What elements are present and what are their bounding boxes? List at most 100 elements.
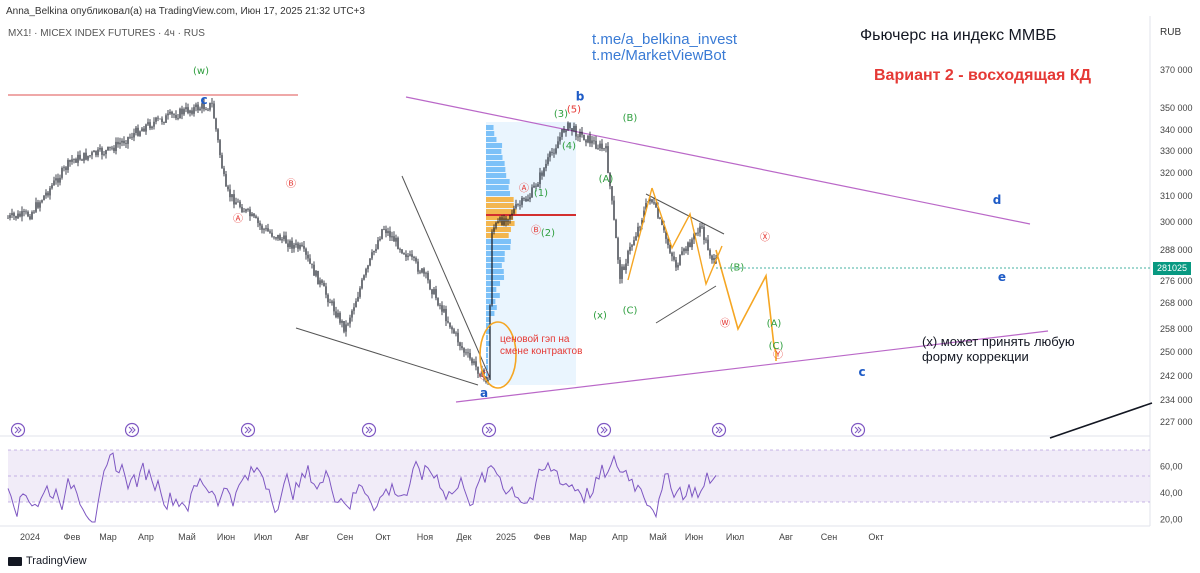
candle-body bbox=[69, 160, 71, 162]
candle-body bbox=[389, 231, 391, 238]
candle-body bbox=[193, 107, 195, 114]
candle-body bbox=[171, 111, 173, 115]
volume-profile-bar bbox=[486, 287, 497, 292]
candle-body bbox=[251, 213, 253, 217]
candle-body bbox=[7, 217, 9, 219]
tradingview-logo[interactable]: TradingView bbox=[8, 555, 87, 567]
wedge-upper-line bbox=[401, 175, 491, 379]
candle-body bbox=[227, 186, 229, 190]
candle-body bbox=[33, 211, 35, 213]
candle-body bbox=[665, 230, 667, 239]
candle-body bbox=[331, 301, 333, 304]
candle-body bbox=[411, 254, 413, 257]
candle-body bbox=[563, 129, 565, 133]
candle-body bbox=[471, 358, 473, 364]
candle-body bbox=[11, 213, 13, 216]
wave-label: (B) bbox=[623, 113, 638, 124]
candle-body bbox=[149, 122, 151, 129]
price-axis-panel[interactable] bbox=[1150, 16, 1200, 556]
candle-body bbox=[593, 140, 595, 142]
candle-body bbox=[175, 115, 177, 119]
candle-body bbox=[499, 217, 501, 222]
candle-body bbox=[137, 127, 139, 136]
candle-body bbox=[167, 113, 169, 116]
candle-body bbox=[101, 148, 103, 155]
cycle-markers[interactable] bbox=[10, 422, 866, 438]
price-tick-label: 268 000 bbox=[1160, 298, 1193, 308]
candle-body bbox=[381, 229, 383, 239]
candle-body bbox=[669, 245, 671, 253]
candle-body bbox=[71, 159, 73, 162]
candle-body bbox=[611, 186, 613, 201]
candle-body bbox=[157, 117, 159, 119]
candle-body bbox=[201, 103, 203, 109]
currency-label[interactable]: RUB bbox=[1160, 27, 1182, 38]
candle-body bbox=[625, 263, 627, 270]
candle-body bbox=[507, 219, 509, 222]
wave-label: (A) bbox=[767, 318, 782, 329]
telegram-link-2[interactable]: t.me/MarketViewBot bbox=[592, 47, 726, 64]
candle-body bbox=[313, 264, 315, 276]
volume-profile-bar bbox=[486, 275, 505, 280]
candle-body bbox=[645, 202, 647, 211]
volume-profile-bar bbox=[486, 239, 511, 244]
candle-body bbox=[711, 255, 713, 261]
symbol-line[interactable]: MX1! · MICEX INDEX FUTURES · 4ч · RUS bbox=[8, 28, 205, 39]
candle-body bbox=[385, 229, 387, 234]
volume-profile-bar bbox=[486, 131, 495, 136]
candle-body bbox=[27, 211, 29, 217]
candle-body bbox=[107, 146, 109, 151]
candle-body bbox=[467, 352, 469, 354]
price-tick-label: 310 000 bbox=[1160, 191, 1193, 201]
volume-profile-bar bbox=[486, 365, 488, 370]
candle-body bbox=[329, 302, 331, 304]
candle-body bbox=[585, 140, 587, 143]
candle-body bbox=[465, 352, 467, 354]
candle-body bbox=[425, 272, 427, 274]
price-tick-label: 227 000 bbox=[1160, 417, 1193, 427]
wave-label: c bbox=[858, 365, 865, 379]
telegram-link-1[interactable]: t.me/a_belkina_invest bbox=[592, 31, 738, 48]
candle-body bbox=[415, 257, 417, 262]
candle-body bbox=[139, 131, 141, 136]
candle-body bbox=[339, 312, 341, 323]
candle-body bbox=[131, 136, 133, 138]
volume-profile-bar bbox=[486, 179, 510, 184]
candle-body bbox=[353, 307, 355, 311]
candle-body bbox=[511, 213, 513, 216]
forecast-path bbox=[715, 249, 777, 361]
candle-body bbox=[619, 259, 621, 279]
candle-body bbox=[395, 237, 397, 242]
candle-body bbox=[269, 231, 271, 233]
candle-body bbox=[683, 248, 685, 252]
candle-body bbox=[455, 332, 457, 334]
candle-body bbox=[473, 361, 475, 364]
candle-body bbox=[257, 218, 259, 224]
candle-body bbox=[677, 264, 679, 268]
rsi-tick-label: 20,00 bbox=[1160, 514, 1183, 524]
candle-body bbox=[21, 211, 23, 217]
candle-body bbox=[423, 268, 425, 274]
candle-body bbox=[449, 322, 451, 328]
candle-body bbox=[291, 240, 293, 249]
volume-profile-bar bbox=[486, 347, 488, 352]
candle-body bbox=[91, 152, 93, 156]
wave-label: Ⓦ bbox=[720, 317, 730, 329]
publisher-line: Anna_Belkina опубликовал(а) на TradingVi… bbox=[6, 6, 365, 17]
candle-body bbox=[501, 217, 503, 225]
candle-body bbox=[355, 301, 357, 308]
candle-body bbox=[319, 280, 321, 285]
volume-profile-bar bbox=[486, 245, 511, 250]
candle-body bbox=[569, 122, 571, 129]
candle-body bbox=[347, 323, 349, 325]
candle-body bbox=[85, 152, 87, 160]
volume-profile-bar bbox=[486, 353, 488, 358]
candle-body bbox=[429, 280, 431, 290]
candle-body bbox=[151, 126, 153, 129]
candle-body bbox=[363, 275, 365, 280]
candle-body bbox=[523, 198, 525, 199]
candle-body bbox=[177, 118, 179, 119]
candle-body bbox=[285, 235, 287, 244]
candle-body bbox=[543, 168, 545, 176]
